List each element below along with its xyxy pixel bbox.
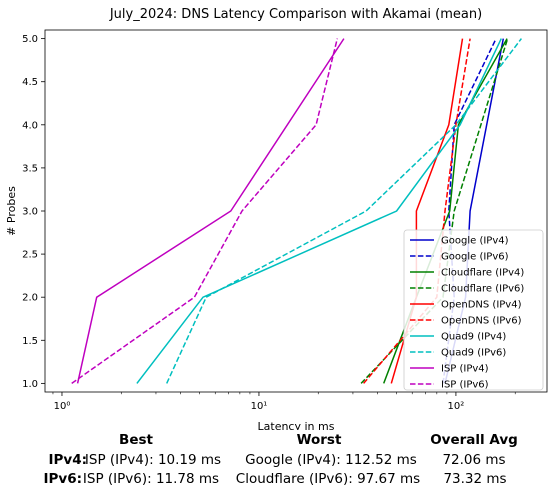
y-tick-label: 1.0 (22, 379, 38, 390)
x-tick: 10² (448, 392, 465, 412)
summary-row-ipv6: IPv6: ISP (IPv6): 11.78 ms Cloudflare (I… (0, 471, 551, 491)
x-tick: 10¹ (251, 392, 268, 412)
legend-label: Quad9 (IPv4) (441, 332, 506, 343)
y-tick: 4.0 (22, 120, 45, 131)
legend-entry: Cloudflare (IPv4) (410, 268, 524, 279)
y-tick: 3.5 (22, 163, 45, 174)
y-axis-label: # Probes (5, 186, 18, 236)
legend-entry: Google (IPv4) (410, 236, 509, 247)
legend-label: ISP (IPv6) (441, 380, 489, 391)
legend-entry: OpenDNS (IPv6) (410, 316, 522, 327)
y-tick: 1.0 (22, 379, 45, 390)
legend-label: Google (IPv6) (441, 252, 509, 263)
legend-label: Cloudflare (IPv4) (441, 268, 524, 279)
series-line (76, 38, 345, 384)
legend-entry: Quad9 (IPv4) (410, 332, 506, 343)
legend-entry: Google (IPv6) (410, 252, 509, 263)
header-worst: Worst (296, 432, 342, 448)
legend-label: OpenDNS (IPv6) (441, 316, 522, 327)
legend-label: Cloudflare (IPv6) (441, 284, 524, 295)
legend-frame (403, 229, 544, 391)
y-tick: 2.0 (22, 293, 45, 304)
x-tick: 10⁰ (54, 392, 71, 412)
series-lines (71, 38, 522, 385)
header-overall-avg: Overall Avg (430, 432, 518, 448)
avg-value: 72.06 ms (442, 452, 506, 468)
header-best: Best (119, 432, 153, 448)
series-line (166, 38, 522, 384)
best-value: ISP (IPv6): 11.78 ms (82, 471, 220, 487)
x-tick-label: 10² (448, 401, 465, 412)
y-tick: 5.0 (22, 34, 45, 45)
summary-header-row: Best Worst Overall Avg (0, 432, 551, 452)
best-value: ISP (IPv4): 10.19 ms (84, 452, 222, 468)
summary-table: Best Worst Overall Avg IPv4: ISP (IPv4):… (0, 430, 551, 494)
row-protocol-label: IPv4: (48, 452, 87, 468)
axis-ticks: 1.0 1.5 2.0 2.5 3.0 3.5 4.0 4.5 5.0 10⁰ 10¹ 10² (22, 34, 516, 412)
y-tick-label: 4.5 (22, 77, 38, 88)
legend-entry: ISP (IPv6) (410, 380, 489, 391)
y-tick-label: 3.0 (22, 207, 38, 218)
y-tick: 3.0 (22, 207, 45, 218)
chart-title: July_2024: DNS Latency Comparison with A… (109, 7, 482, 22)
latency-chart: July_2024: DNS Latency Comparison with A… (5, 7, 548, 430)
y-tick: 4.5 (22, 77, 45, 88)
legend-label: Google (IPv4) (441, 236, 509, 247)
y-tick-label: 1.5 (22, 336, 38, 347)
legend-entry: OpenDNS (IPv4) (410, 300, 522, 311)
y-tick: 2.5 (22, 250, 45, 261)
y-tick-label: 5.0 (22, 34, 38, 45)
y-tick: 1.5 (22, 336, 45, 347)
avg-value: 73.32 ms (443, 471, 507, 487)
legend-entry: Quad9 (IPv6) (410, 348, 506, 359)
worst-value: Google (IPv4): 112.52 ms (245, 452, 417, 468)
legend-label: Quad9 (IPv6) (441, 348, 506, 359)
worst-value: Cloudflare (IPv6): 97.67 ms (235, 471, 421, 487)
y-tick-label: 3.5 (22, 163, 38, 174)
y-tick-label: 2.0 (22, 293, 38, 304)
row-protocol-label: IPv6: (43, 471, 82, 487)
x-tick-label: 10⁰ (54, 401, 71, 412)
y-tick-label: 2.5 (22, 250, 38, 261)
series-line (71, 38, 339, 385)
legend-entry: ISP (IPv4) (410, 364, 489, 375)
summary-row-ipv4: IPv4: ISP (IPv4): 10.19 ms Google (IPv4)… (0, 452, 551, 472)
plot-area-frame (44, 29, 548, 393)
x-tick-label: 10¹ (251, 401, 268, 412)
legend: Google (IPv4) Google (IPv6) Cloudflare (IP… (403, 229, 544, 391)
series-line (136, 38, 502, 384)
legend-label: OpenDNS (IPv4) (441, 300, 522, 311)
y-tick-label: 4.0 (22, 120, 38, 131)
legend-label: ISP (IPv4) (441, 364, 489, 375)
x-axis-label: Latency in ms (258, 420, 335, 430)
legend-entry: Cloudflare (IPv6) (410, 284, 524, 295)
